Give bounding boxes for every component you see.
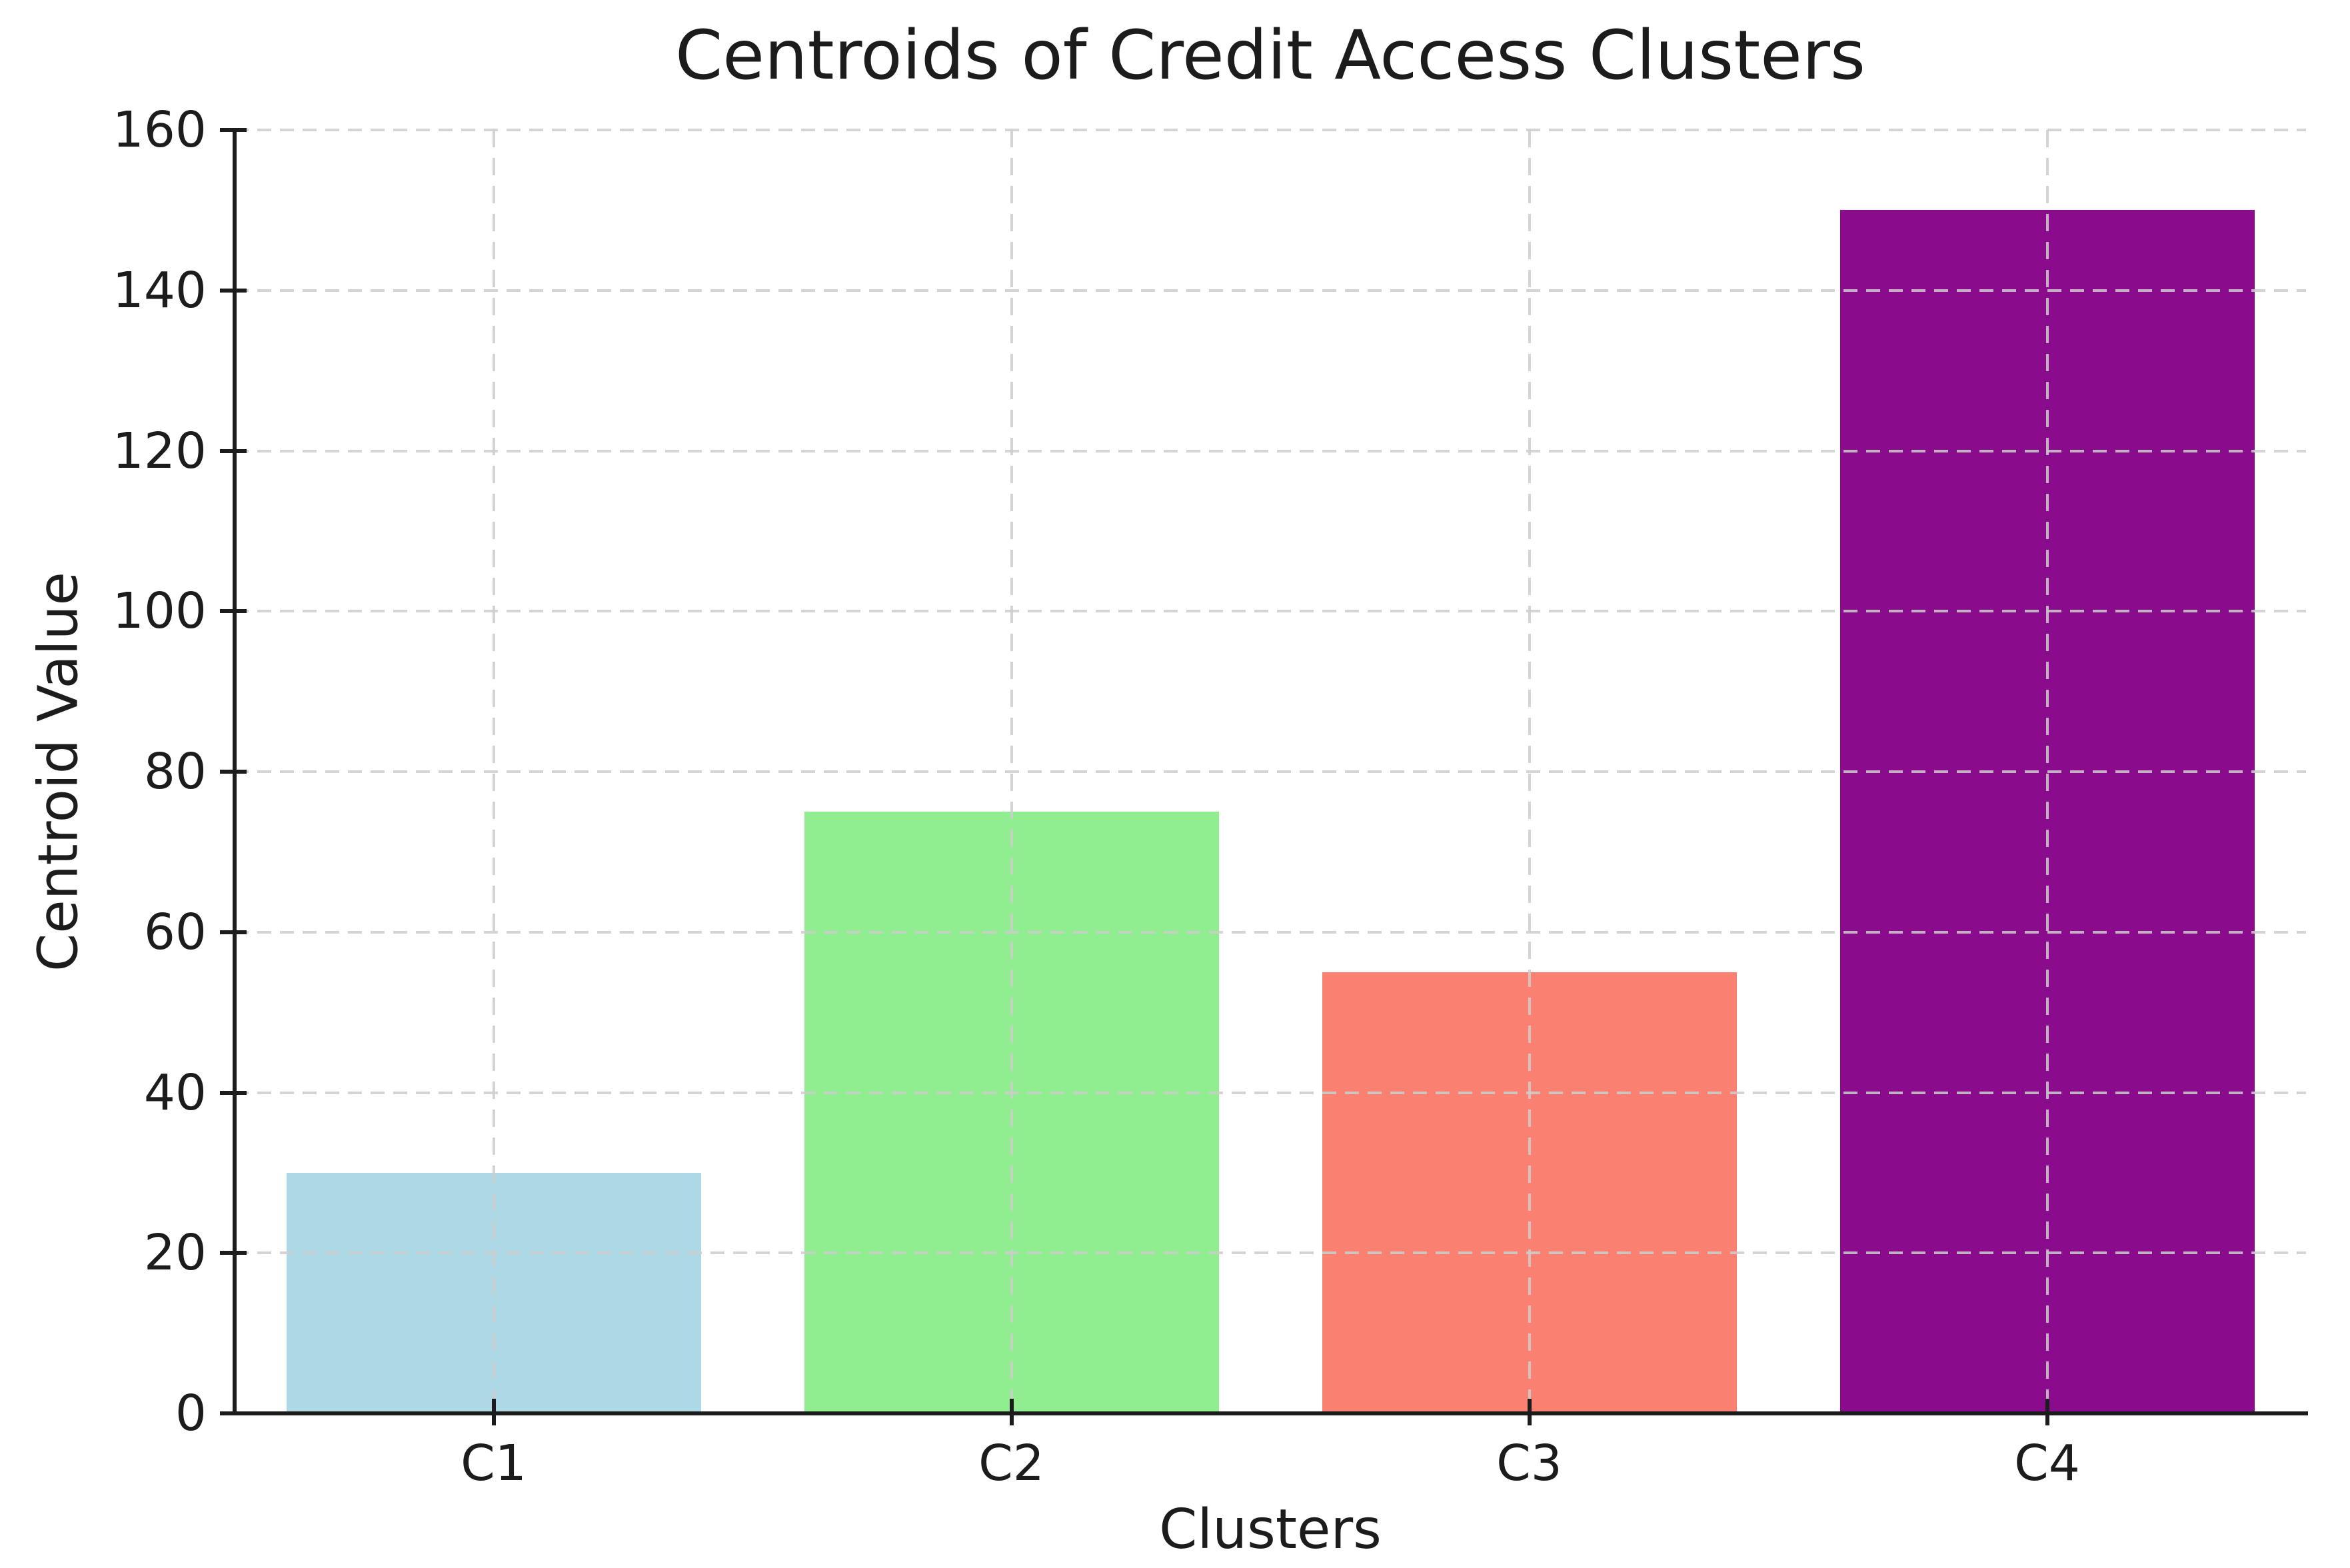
y-tick-label-20: 20	[143, 1224, 207, 1282]
x-axis-spine	[233, 1411, 2308, 1415]
x-tick-label-C3: C3	[1496, 1435, 1562, 1492]
h-gridline-60	[235, 930, 2306, 934]
x-tick-C4	[2045, 1399, 2049, 1425]
x-tick-label-C4: C4	[2014, 1435, 2080, 1492]
y-tick-label-60: 60	[143, 903, 207, 961]
y-tick-100	[220, 609, 247, 614]
v-gridline-C1	[492, 130, 495, 1413]
h-gridline-120	[235, 449, 2306, 452]
y-tick-120	[220, 448, 247, 453]
h-gridline-160	[235, 129, 2306, 131]
x-axis-label: Clusters	[1159, 1498, 1382, 1561]
y-tick-40	[220, 1090, 247, 1095]
h-gridline-140	[235, 289, 2306, 292]
y-tick-140	[220, 288, 247, 293]
h-gridline-20	[235, 1251, 2306, 1255]
y-tick-label-0: 0	[175, 1385, 207, 1442]
y-tick-label-80: 80	[143, 743, 207, 800]
x-tick-C3	[1527, 1399, 1532, 1425]
h-gridline-100	[235, 610, 2306, 613]
y-tick-20	[220, 1251, 247, 1255]
h-gridline-40	[235, 1091, 2306, 1094]
y-tick-0	[220, 1411, 247, 1415]
x-tick-label-C1: C1	[461, 1435, 527, 1492]
y-tick-label-140: 140	[112, 261, 207, 319]
h-gridline-80	[235, 770, 2306, 773]
y-tick-60	[220, 930, 247, 934]
x-tick-C2	[1009, 1399, 1014, 1425]
v-gridline-C2	[1010, 130, 1013, 1413]
chart-title: Centroids of Credit Access Clusters	[674, 16, 1866, 95]
y-tick-80	[220, 770, 247, 774]
x-tick-label-C2: C2	[978, 1435, 1044, 1492]
v-gridline-C4	[2045, 130, 2049, 1413]
plot-area	[235, 129, 2306, 1413]
y-tick-160	[220, 128, 247, 132]
y-tick-label-160: 160	[112, 101, 207, 159]
y-tick-label-100: 100	[112, 582, 207, 640]
y-tick-label-120: 120	[112, 422, 207, 480]
v-gridline-C3	[1528, 130, 1531, 1413]
x-tick-C1	[491, 1399, 496, 1425]
y-tick-label-40: 40	[143, 1064, 207, 1122]
